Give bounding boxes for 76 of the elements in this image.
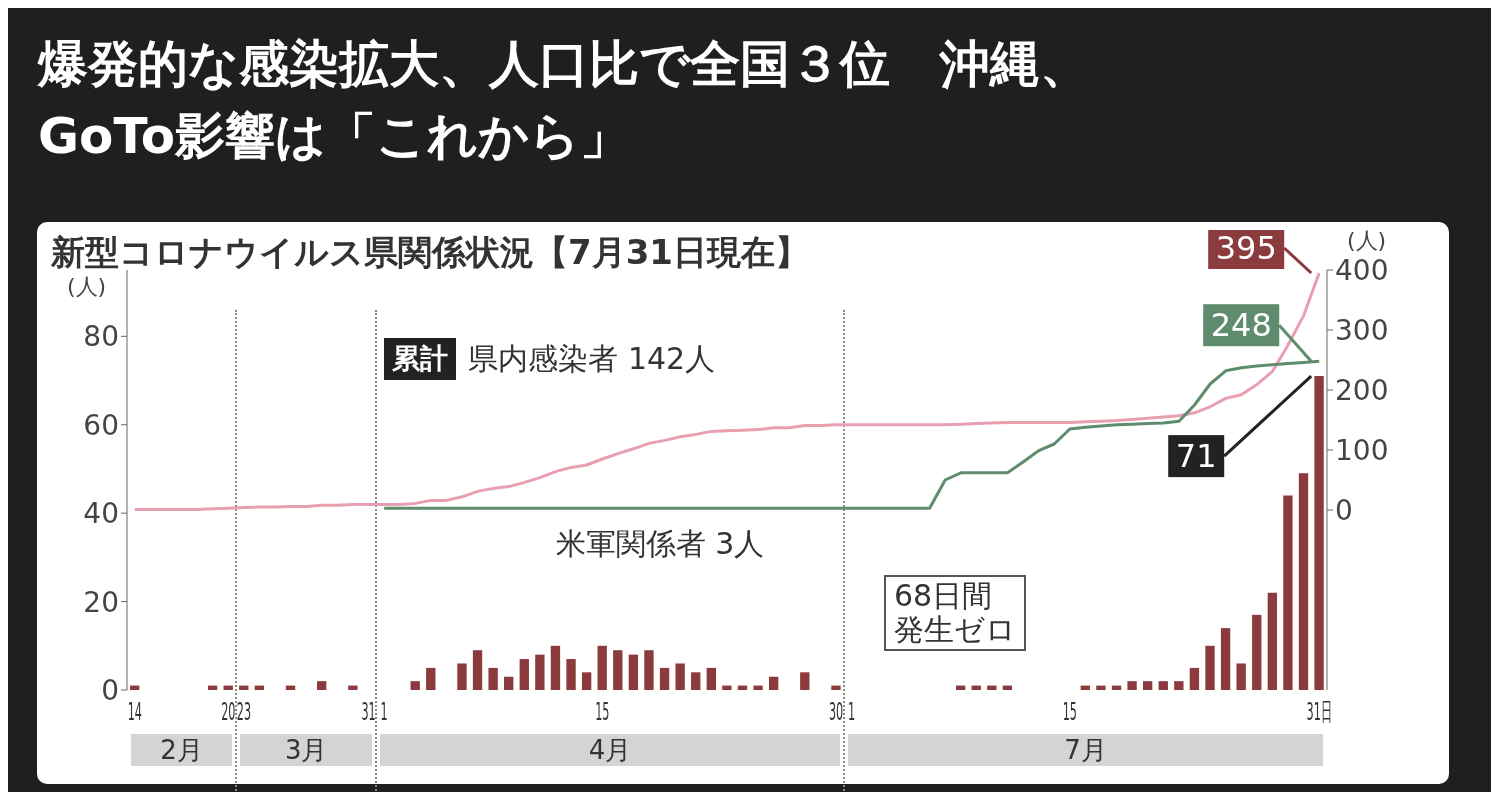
bar <box>348 685 358 690</box>
bar <box>457 663 467 690</box>
y2-tick-label: 300 <box>1335 313 1389 347</box>
bar <box>410 681 420 690</box>
bar <box>831 685 841 690</box>
x-tick-label: 14 <box>127 696 142 727</box>
x-tick-label: 30 <box>828 696 844 727</box>
x-tick-label: 23 <box>236 696 252 727</box>
data-label: 71 <box>1175 437 1217 476</box>
bar <box>550 645 561 690</box>
bar <box>644 650 654 690</box>
bar <box>1252 614 1262 690</box>
bar <box>504 676 514 690</box>
bar <box>597 645 607 690</box>
x-tick-label: 31 <box>361 696 376 727</box>
bar <box>613 650 623 690</box>
y-tick-label: 40 <box>83 497 119 531</box>
bar <box>1158 681 1168 690</box>
bar <box>519 659 529 690</box>
bar <box>800 672 810 690</box>
bar <box>1142 681 1153 690</box>
x-tick-label: 15 <box>1062 696 1078 727</box>
series-label: 米軍関係者 3人 <box>555 525 765 563</box>
chart-title: 爆発的な感染拡大、人口比で全国３位 沖縄、GoTo影響は「これから」 <box>38 34 1091 167</box>
y-tick-label: 0 <box>101 673 119 707</box>
y2-tick-label: 200 <box>1335 373 1389 407</box>
bar <box>317 681 327 690</box>
bar <box>1314 376 1324 690</box>
bar <box>581 672 592 690</box>
bar <box>1096 685 1106 690</box>
bar <box>691 672 701 690</box>
text: 2月 <box>131 734 233 766</box>
y-tick-label: 60 <box>83 408 119 442</box>
bar <box>566 659 576 690</box>
y-tick-label: 80 <box>83 320 119 354</box>
y2-axis-title: (人) <box>1347 228 1387 253</box>
x-tick-label: 15 <box>595 696 610 727</box>
x-tick-label: 1 <box>380 696 388 727</box>
bar <box>1283 495 1293 690</box>
bar <box>628 654 639 690</box>
bar <box>1205 645 1215 690</box>
y2-tick-label: 400 <box>1335 253 1389 287</box>
bar <box>768 676 779 690</box>
bar <box>659 667 670 690</box>
legend-title: 累計 <box>384 338 457 380</box>
text: 7月 <box>847 734 1323 766</box>
annotation: 68日間発生ゼロ <box>883 575 1026 652</box>
bar <box>1174 681 1184 690</box>
series-label: 県内感染者 142人 <box>468 339 716 378</box>
bar <box>1189 667 1200 690</box>
bar <box>753 685 763 690</box>
bar <box>706 667 716 690</box>
y2-tick-label: 100 <box>1335 433 1389 467</box>
y-tick-label: 20 <box>83 585 119 619</box>
x-tick-label: 31日 <box>1306 696 1332 727</box>
bar <box>722 685 732 690</box>
bar <box>1127 681 1137 690</box>
data-label: 395 <box>1215 229 1277 267</box>
bar <box>535 654 545 690</box>
data-label: 248 <box>1210 306 1272 345</box>
x-tick-label: 1 <box>848 696 856 727</box>
bar <box>1267 592 1278 690</box>
text: 3月 <box>240 734 373 766</box>
line-series <box>133 271 1321 511</box>
bar <box>426 667 436 690</box>
bar <box>1298 473 1309 690</box>
bar <box>1220 628 1231 690</box>
chart-subtitle: 新型コロナウイルス県関係状況【7月31日現在】 <box>51 232 809 272</box>
bar <box>472 650 483 690</box>
bar <box>488 667 498 690</box>
bar <box>1236 663 1246 690</box>
bar <box>675 663 685 690</box>
y2-tick-label: 0 <box>1335 493 1353 527</box>
y-axis-title: (人) <box>67 273 107 301</box>
x-tick-label: 20 <box>221 696 236 727</box>
text: 4月 <box>380 734 840 766</box>
